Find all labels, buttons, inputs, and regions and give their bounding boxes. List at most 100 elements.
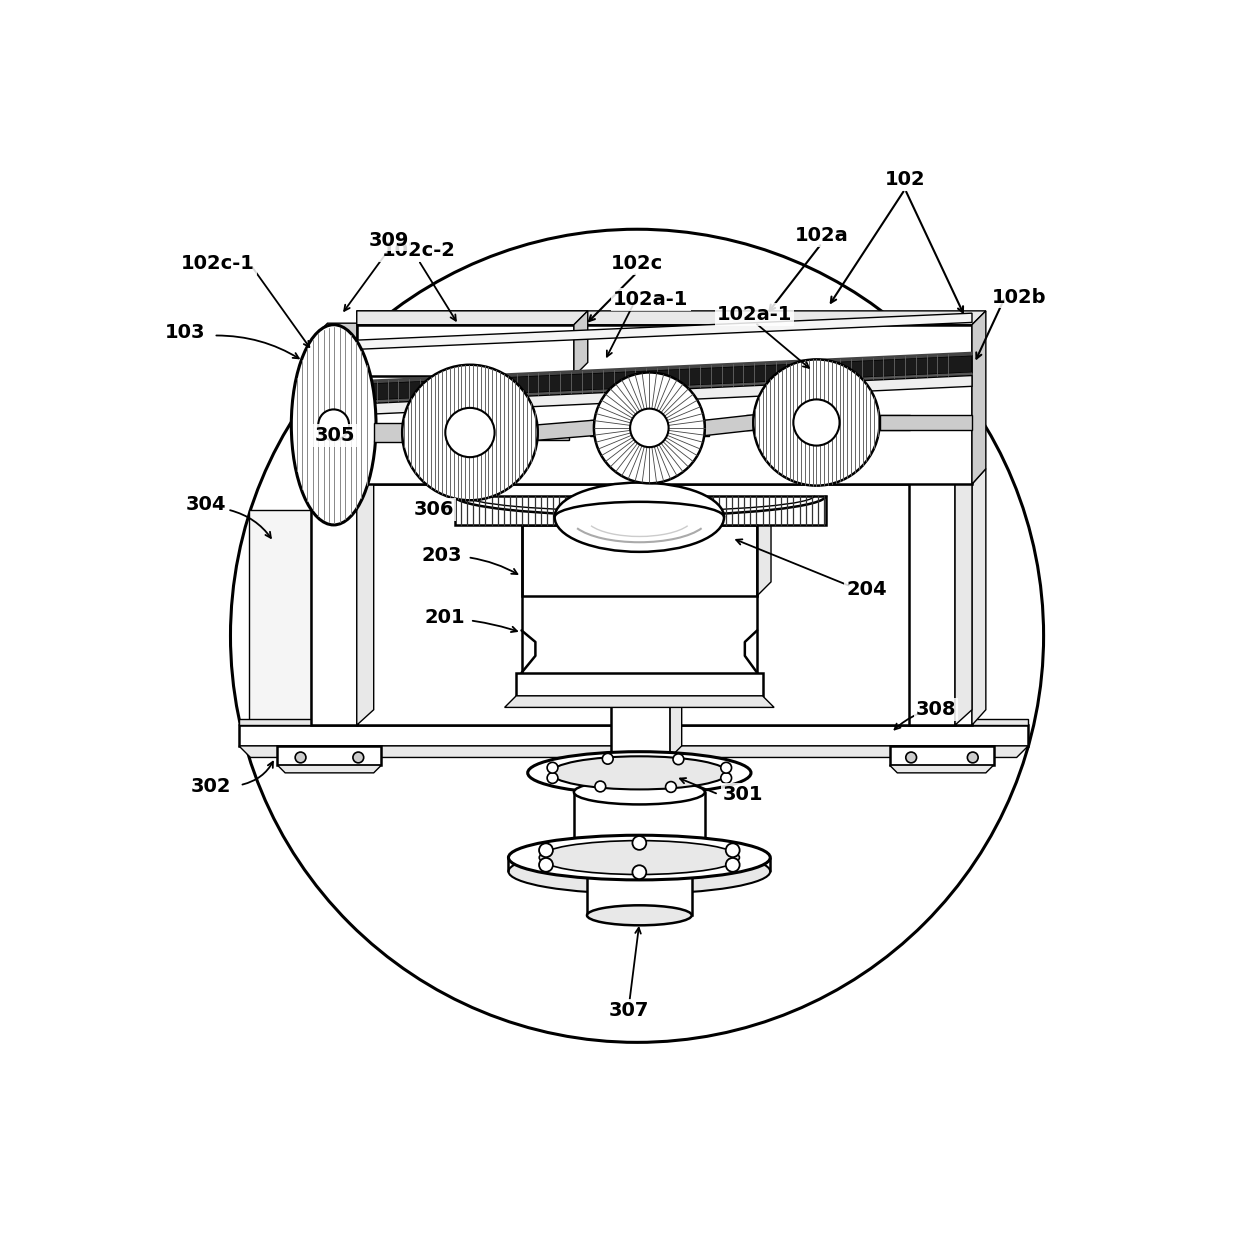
Circle shape (632, 837, 646, 850)
Polygon shape (839, 415, 910, 430)
Circle shape (754, 359, 879, 486)
Text: 102c: 102c (611, 254, 663, 272)
Polygon shape (522, 525, 758, 595)
Text: 301: 301 (723, 784, 764, 804)
Text: 102a-1: 102a-1 (717, 306, 792, 324)
Text: 103: 103 (165, 323, 206, 342)
Polygon shape (972, 311, 986, 484)
Polygon shape (310, 341, 357, 725)
Ellipse shape (554, 482, 724, 552)
Ellipse shape (508, 849, 770, 894)
Circle shape (603, 753, 613, 764)
Ellipse shape (291, 324, 376, 525)
Circle shape (445, 408, 495, 457)
Circle shape (402, 364, 538, 500)
Ellipse shape (574, 779, 704, 804)
Text: 304: 304 (186, 496, 226, 515)
Circle shape (794, 399, 839, 445)
Circle shape (673, 753, 683, 764)
Polygon shape (972, 469, 986, 725)
Circle shape (353, 752, 363, 763)
Polygon shape (239, 746, 1028, 757)
Polygon shape (889, 746, 993, 766)
Polygon shape (278, 766, 382, 773)
Circle shape (630, 409, 668, 447)
Polygon shape (574, 311, 588, 377)
Ellipse shape (528, 752, 751, 794)
Polygon shape (522, 511, 771, 525)
Polygon shape (249, 510, 310, 725)
Polygon shape (611, 696, 670, 757)
Text: 102a: 102a (795, 226, 848, 245)
Circle shape (725, 858, 739, 871)
Polygon shape (955, 323, 972, 725)
Polygon shape (611, 757, 670, 792)
Polygon shape (516, 672, 763, 696)
Polygon shape (889, 766, 993, 773)
Polygon shape (909, 323, 972, 341)
Polygon shape (357, 355, 972, 401)
Text: 306: 306 (413, 500, 454, 520)
Circle shape (720, 762, 732, 773)
Polygon shape (590, 420, 708, 435)
Ellipse shape (539, 840, 739, 875)
Text: 102a-1: 102a-1 (614, 290, 688, 308)
Text: 102c-1: 102c-1 (181, 254, 255, 272)
Text: 203: 203 (422, 546, 461, 566)
Polygon shape (879, 415, 972, 430)
Text: 302: 302 (190, 777, 231, 797)
Polygon shape (394, 425, 445, 440)
Circle shape (595, 781, 605, 792)
Circle shape (666, 782, 676, 792)
Text: 102b: 102b (992, 287, 1047, 307)
Polygon shape (372, 418, 373, 433)
Circle shape (539, 843, 553, 858)
Polygon shape (310, 323, 373, 341)
Polygon shape (758, 511, 771, 595)
Circle shape (547, 773, 558, 783)
Polygon shape (704, 415, 754, 435)
Text: 309: 309 (370, 230, 409, 250)
Polygon shape (587, 871, 692, 915)
Circle shape (319, 409, 350, 440)
Circle shape (632, 865, 646, 879)
Text: 308: 308 (915, 700, 956, 720)
Circle shape (905, 752, 916, 763)
Text: 102: 102 (884, 170, 925, 189)
Circle shape (720, 773, 732, 783)
Circle shape (725, 843, 739, 858)
Polygon shape (357, 373, 972, 404)
Circle shape (594, 373, 704, 484)
Polygon shape (402, 425, 538, 440)
Text: 307: 307 (609, 1001, 650, 1019)
Polygon shape (670, 685, 682, 757)
Polygon shape (357, 375, 972, 415)
Polygon shape (505, 696, 774, 707)
Polygon shape (357, 323, 373, 725)
Polygon shape (239, 725, 1028, 746)
Polygon shape (357, 352, 972, 384)
Polygon shape (357, 484, 972, 725)
Text: 201: 201 (424, 608, 465, 626)
Polygon shape (538, 420, 594, 440)
Polygon shape (278, 746, 382, 766)
Polygon shape (357, 313, 972, 349)
Polygon shape (357, 324, 972, 484)
Text: 305: 305 (315, 426, 356, 445)
Text: 102c-2: 102c-2 (382, 241, 455, 260)
Ellipse shape (551, 756, 728, 789)
Polygon shape (373, 424, 402, 441)
Circle shape (231, 229, 1044, 1043)
Polygon shape (357, 311, 588, 324)
Polygon shape (357, 311, 986, 324)
Circle shape (967, 752, 978, 763)
Polygon shape (745, 415, 794, 430)
Polygon shape (495, 425, 568, 440)
Text: 204: 204 (846, 580, 887, 599)
Polygon shape (455, 496, 826, 525)
Circle shape (539, 858, 553, 871)
Polygon shape (357, 324, 574, 377)
Ellipse shape (508, 835, 770, 880)
Circle shape (547, 762, 558, 773)
Polygon shape (754, 415, 879, 429)
